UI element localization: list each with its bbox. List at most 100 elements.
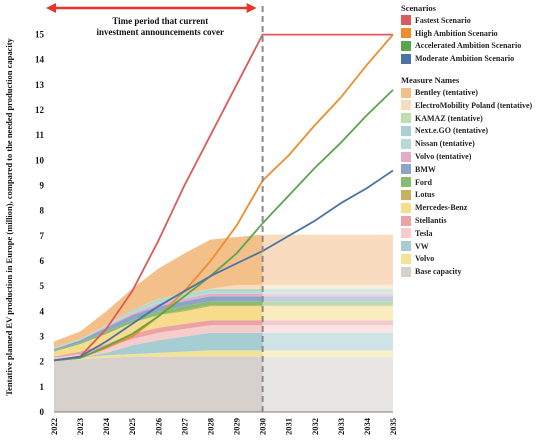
scenario-legend-item: Fastest Scenario (401, 14, 549, 27)
scenarios-legend-title: Scenarios (401, 3, 436, 13)
legend-label: ElectroMobility Poland (tentative) (415, 100, 533, 110)
line-high-ambition-scenario (53, 34, 394, 362)
y-tick-label: 9 (40, 181, 45, 191)
legend-swatch (401, 228, 411, 239)
area-volvo (54, 350, 393, 361)
measure-legend-item: Volvo (tentative) (401, 150, 549, 163)
legend-label: Ford (415, 177, 432, 187)
legend-swatch (401, 241, 411, 252)
measure-legend-item: Nissan (tentative) (401, 137, 549, 150)
measure-legend-item: Base capacity (401, 265, 549, 278)
legend-swatch (401, 125, 411, 136)
y-tick-label: 14 (35, 55, 45, 65)
legend: Scenarios Fastest Scenario High Ambition … (401, 2, 549, 278)
x-tick-label: 2031 (284, 418, 294, 435)
legend-label: Tesla (415, 228, 433, 238)
annotation-line-2: investment announcements cover (97, 27, 225, 37)
y-tick-label: 0 (40, 407, 45, 417)
x-tick-label: 2033 (336, 418, 346, 435)
y-tick-label: 7 (40, 231, 45, 241)
x-tick-label: 2029 (232, 418, 242, 435)
scenario-legend-item: High Ambition Scenario (401, 27, 549, 40)
y-tick-label: 2 (40, 357, 45, 367)
legend-label: KAMAZ (tentative) (415, 113, 483, 123)
legend-swatch (401, 87, 411, 98)
legend-swatch (401, 28, 411, 39)
measure-legend-item: Mercedes-Benz (401, 201, 549, 214)
scenario-lines (53, 33, 394, 362)
area-base-capacity (54, 356, 393, 412)
measure-legend-item: VW (401, 240, 549, 253)
area-mercedes-benz (54, 306, 393, 357)
legend-label: Nissan (tentative) (415, 139, 475, 149)
legend-label: Stellantis (415, 216, 447, 226)
legend-swatch (401, 40, 411, 51)
measure-legend-item: Volvo (401, 253, 549, 266)
stacked-areas (54, 22, 393, 412)
legend-swatch (401, 177, 411, 188)
investment-period-arrow (46, 3, 257, 13)
measure-legend-item: Bentley (tentative) (401, 86, 549, 99)
area-vw (54, 332, 393, 361)
x-tick-label: 2027 (179, 417, 189, 435)
y-tick-label: 3 (40, 332, 45, 342)
x-tick-label: 2024 (101, 417, 111, 435)
legend-swatch (401, 138, 411, 149)
y-tick-label: 13 (35, 80, 45, 90)
area-bmw (54, 296, 393, 351)
arrow-head-left (46, 3, 56, 13)
area-tesla (54, 325, 393, 361)
legend-label: Next.e.GO (tentative) (415, 126, 489, 136)
y-tick-label: 11 (35, 130, 44, 140)
x-tick-label: 2035 (388, 418, 398, 435)
x-tick-label: 2028 (205, 418, 215, 435)
y-axis-label: Tentative planned EV production in Europ… (4, 37, 14, 395)
legend-label: Bentley (tentative) (415, 88, 478, 98)
x-tick-label: 2030 (258, 418, 268, 435)
legend-swatch (401, 266, 411, 277)
measure-legend-item: BMW (401, 163, 549, 176)
y-tick-label: 8 (40, 206, 45, 216)
measure-legend-item: KAMAZ (tentative) (401, 112, 549, 125)
y-tick-label: 10 (35, 155, 45, 165)
measure-legend-item: Stellantis (401, 214, 549, 227)
projection-shade (262, 22, 393, 412)
legend-label: Lotus (415, 190, 435, 200)
legend-swatch (401, 253, 411, 264)
x-tick-label: 2023 (75, 418, 85, 435)
y-tick-label: 5 (40, 281, 45, 291)
scenarios-legend-list: Fastest Scenario High Ambition Scenario Ac… (401, 14, 549, 65)
measure-legend-item: Ford (401, 176, 549, 189)
measure-legend-item: Next.e.GO (tentative) (401, 125, 549, 138)
legend-label: Volvo (415, 254, 435, 264)
x-tick-label: 2025 (127, 418, 137, 435)
line-fastest-scenario (53, 33, 393, 362)
y-tick-label: 6 (40, 256, 45, 266)
legend-label: Volvo (tentative) (415, 152, 472, 162)
y-tick-label: 15 (35, 30, 45, 40)
legend-swatch (401, 164, 411, 175)
area-ford (54, 301, 393, 352)
arrow-head-right (246, 3, 257, 13)
measure-legend-item: Tesla (401, 227, 549, 240)
measure-legend-item: Lotus (401, 189, 549, 202)
x-tick-label: 2026 (153, 418, 163, 435)
legend-label: High Ambition Scenario (415, 28, 498, 38)
legend-label: Accelerated Ambition Scenario (415, 41, 522, 51)
legend-swatch (401, 15, 411, 26)
legend-swatch (401, 202, 411, 213)
legend-swatch (401, 151, 411, 162)
legend-label: Mercedes-Benz (415, 203, 468, 213)
scenario-legend-item: Moderate Ambition Scenario (401, 52, 549, 65)
legend-label: VW (415, 241, 429, 251)
measure-legend-item: ElectroMobility Poland (tentative) (401, 99, 549, 112)
legend-label: Base capacity (415, 267, 462, 277)
legend-swatch (401, 189, 411, 200)
y-tick-label: 1 (40, 382, 45, 392)
x-tick-label: 2032 (310, 418, 320, 435)
measures-legend-title: Measure Names (401, 75, 460, 86)
line-moderate-ambition-scenario (53, 169, 394, 362)
scenario-legend-item: Accelerated Ambition Scenario (401, 40, 549, 53)
